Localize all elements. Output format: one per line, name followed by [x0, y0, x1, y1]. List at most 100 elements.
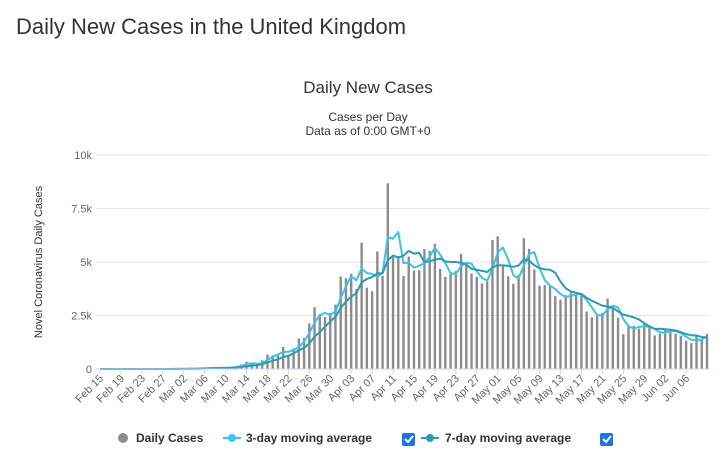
bar: [459, 253, 463, 369]
bar: [663, 328, 667, 369]
legend-label[interactable]: 3-day moving average: [246, 431, 372, 445]
bar: [574, 295, 578, 369]
bar: [438, 268, 442, 369]
bar: [684, 340, 688, 369]
bar: [454, 270, 458, 369]
bar: [339, 276, 342, 369]
checkbox[interactable]: [402, 433, 415, 446]
bar: [669, 330, 672, 369]
chart-title: Daily New Cases: [303, 78, 432, 97]
bar: [292, 348, 295, 369]
bar: [632, 325, 635, 369]
bar: [522, 238, 526, 369]
legend-label[interactable]: Daily Cases: [136, 431, 204, 445]
bar: [329, 312, 332, 369]
bar: [543, 285, 546, 369]
bar: [491, 239, 494, 369]
chart-subtitle: Cases per Day: [328, 110, 407, 124]
bar: [381, 276, 384, 369]
plot: [96, 154, 710, 370]
bar: [616, 317, 620, 369]
bar: [412, 270, 416, 369]
bar: [449, 273, 452, 369]
y-tick-label: 10k: [74, 150, 92, 162]
bar: [690, 343, 693, 369]
bar: [700, 339, 703, 369]
y-tick-label: 7.5k: [71, 204, 92, 216]
bar: [611, 305, 615, 369]
bar: [475, 276, 478, 369]
bar: [470, 273, 473, 369]
chart-subtitle: Data as of 0:00 GMT+0: [305, 124, 430, 138]
bar: [637, 328, 641, 369]
page-title: Daily New Cases in the United Kingdom: [16, 14, 406, 39]
bar: [360, 242, 363, 369]
bar: [391, 257, 395, 369]
bar: [297, 338, 301, 369]
bar: [370, 291, 374, 369]
bar: [527, 248, 531, 369]
bar: [517, 274, 520, 369]
bar: [428, 250, 431, 369]
bar: [334, 304, 337, 369]
y-axis-label: Novel Coronavirus Daily Cases: [33, 185, 45, 338]
bar: [323, 316, 327, 369]
bar: [622, 334, 625, 369]
legend: Daily Cases 3-day moving average 7-day m…: [118, 431, 613, 446]
bar: [308, 323, 311, 369]
bar: [271, 355, 274, 369]
bar: [674, 333, 677, 369]
bar: [679, 335, 683, 369]
bar: [465, 263, 468, 369]
y-tick-label: 2.5k: [71, 311, 92, 323]
bar: [386, 183, 390, 369]
legend-label[interactable]: 7-day moving average: [445, 431, 571, 445]
bar: [318, 314, 321, 369]
bar: [559, 299, 562, 369]
bar: [365, 287, 369, 369]
bar: [580, 293, 583, 369]
checkmark: [602, 435, 612, 444]
bar: [402, 276, 405, 369]
bar: [496, 236, 499, 369]
bar: [444, 276, 447, 369]
bar: [376, 251, 379, 369]
bar: [548, 286, 552, 369]
bar: [569, 292, 573, 369]
bar: [564, 295, 567, 369]
bar: [407, 256, 410, 369]
bar: [355, 289, 358, 369]
bar: [417, 270, 421, 369]
bar: [658, 333, 662, 369]
bar: [255, 365, 259, 369]
bar: [705, 333, 709, 369]
bar: [344, 278, 348, 369]
legend-marker: [118, 433, 128, 443]
bar: [585, 311, 588, 369]
bar: [554, 296, 557, 369]
checkbox[interactable]: [600, 433, 613, 446]
bar: [538, 285, 541, 369]
bar: [397, 255, 400, 369]
bar: [423, 249, 426, 369]
checkmark: [404, 435, 414, 444]
bar: [480, 283, 484, 369]
bar: [287, 354, 290, 369]
y-tick-label: 5k: [80, 257, 92, 269]
bar: [512, 283, 515, 369]
bar: [653, 335, 656, 369]
bar: [627, 326, 630, 369]
bar: [349, 273, 353, 369]
bar: [506, 276, 510, 369]
bar: [433, 243, 437, 369]
bar: [276, 353, 280, 369]
legend-marker: [426, 434, 434, 442]
bar: [643, 324, 646, 369]
bar: [486, 281, 489, 369]
legend-marker: [228, 434, 236, 442]
bar: [648, 327, 651, 369]
bar: [695, 336, 698, 369]
bar: [590, 317, 594, 369]
bar: [533, 269, 536, 369]
